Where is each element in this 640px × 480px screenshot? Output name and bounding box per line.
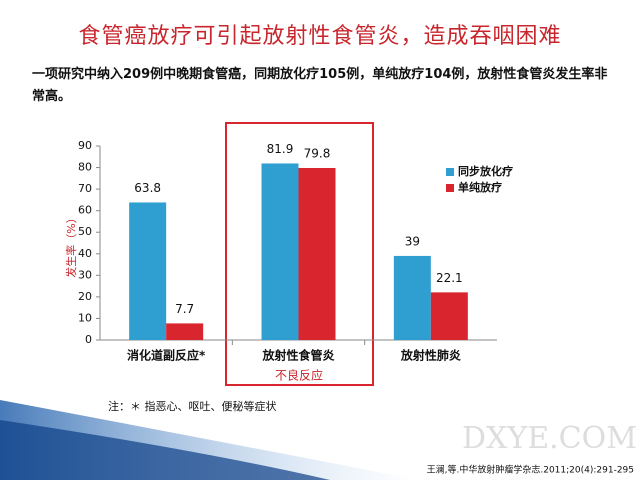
bar: [393, 255, 431, 340]
y-tick-label: 40: [78, 247, 92, 260]
value-label: 79.8: [304, 146, 331, 160]
slide-title: 食管癌放疗可引起放射性食管炎，造成吞咽困难: [78, 24, 562, 49]
legend-label: 同步放化疗: [458, 164, 513, 178]
value-label: 63.8: [134, 181, 161, 195]
value-label: 7.7: [175, 302, 194, 316]
y-tick-label: 80: [78, 161, 92, 174]
bar: [166, 323, 204, 340]
bar: [298, 167, 336, 340]
x-tick-label: 消化道副反应*: [127, 348, 206, 363]
highlight-box: [225, 122, 374, 386]
decoration: [0, 420, 330, 480]
legend-label: 单纯放疗: [458, 180, 502, 194]
value-label: 81.9: [267, 142, 294, 156]
y-tick-label: 60: [78, 204, 92, 217]
x-tick-label: 放射性食管炎: [261, 348, 334, 363]
y-tick-label: 30: [78, 268, 92, 281]
y-axis-label: 发生率（%）: [64, 212, 78, 277]
footnote: 注：＊ 指恶心、呕吐、便秘等症状: [108, 399, 277, 413]
y-tick-label: 70: [78, 182, 92, 195]
x-tick-label: 放射性肺炎: [400, 348, 461, 363]
bar: [430, 292, 468, 340]
y-tick-label: 90: [78, 139, 92, 152]
y-tick-label: 20: [78, 290, 92, 303]
slide-subtitle: 一项研究中纳入209例中晚期食管癌，同期放化疗105例，单纯放疗104例，放射性…: [32, 67, 608, 104]
citation: 王澜,等.中华放射肿瘤学杂志.2011;20(4):291-295: [427, 464, 634, 476]
watermark: DXYE.COM: [462, 421, 637, 456]
bar: [129, 202, 167, 340]
y-tick-label: 10: [78, 311, 92, 324]
x-axis-label: 不良反应: [275, 368, 323, 383]
value-label: 22.1: [436, 271, 463, 285]
legend-swatch: [446, 168, 454, 176]
y-tick-label: 50: [78, 225, 92, 238]
value-label: 39: [405, 234, 420, 248]
bar: [261, 163, 299, 340]
legend-swatch: [446, 184, 454, 192]
y-tick-label: 0: [85, 333, 92, 346]
